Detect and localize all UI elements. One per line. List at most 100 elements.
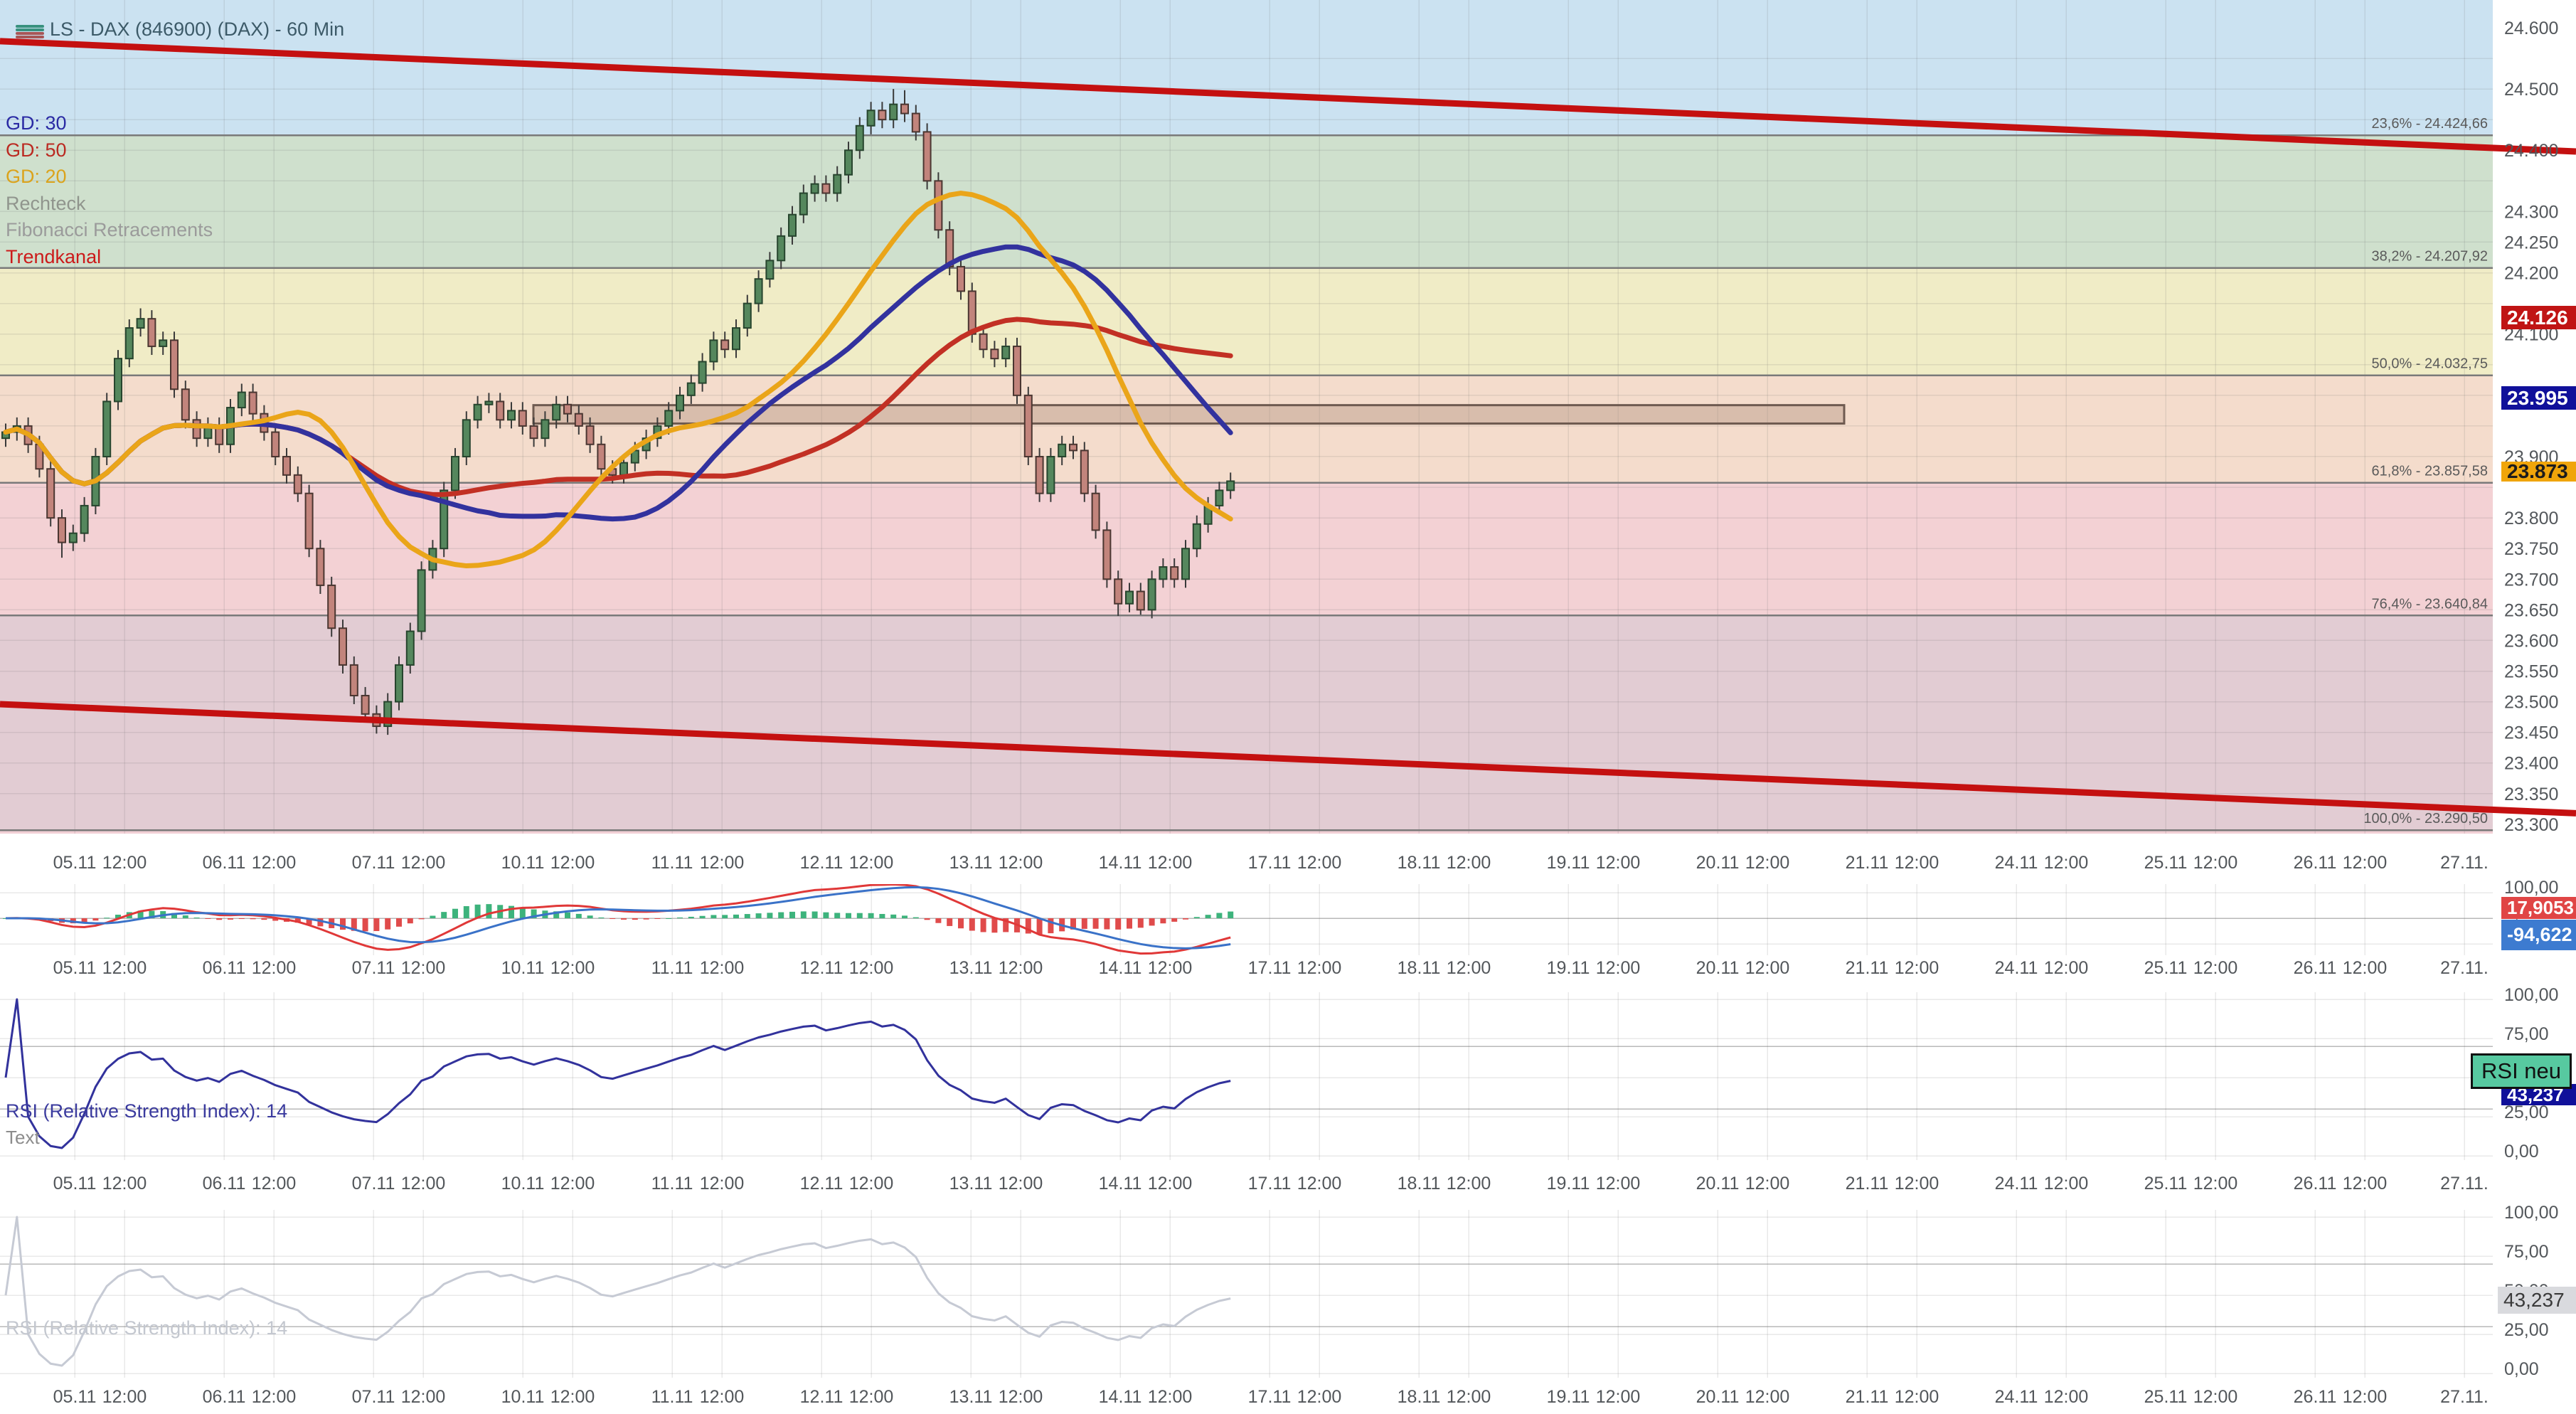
candle (788, 213, 797, 237)
macd-histogram-bar (654, 918, 661, 919)
candle (563, 403, 572, 415)
macd-histogram-bar (1160, 918, 1166, 924)
time-tick-label: 25.11 (2144, 1174, 2188, 1194)
macd-histogram-bar (902, 915, 908, 918)
macd-histogram-bar (621, 918, 627, 920)
legend-item-fibonacci[interactable]: Fibonacci Retracements (6, 219, 213, 240)
candle (1080, 450, 1089, 494)
candle (676, 394, 684, 412)
macd-histogram-bar (373, 918, 380, 932)
time-tick-label: 12:00 (1148, 958, 1193, 978)
rsi2-indicator-label[interactable]: RSI (Relative Strength Index): 14 (6, 1317, 288, 1339)
price-tick-label: 23.800 (2504, 509, 2558, 528)
rsi-indicator-label[interactable]: RSI (Relative Strength Index): 14 (6, 1100, 288, 1122)
price-badge-gd50: 24.126 (2501, 306, 2576, 329)
candle (271, 431, 280, 457)
candle (1091, 492, 1100, 531)
time-tick-label: 27.11. (2440, 958, 2489, 978)
time-tick-label: 20.11 (1696, 1174, 1740, 1194)
macd-histogram-bar (441, 912, 447, 918)
legend-item-trendkanal[interactable]: Trendkanal (6, 246, 102, 267)
candle (248, 391, 257, 415)
price-badge-gd20-value: 23.873 (2507, 462, 2568, 482)
time-tick-label: 27.11. (2440, 1174, 2489, 1194)
macd-histogram-bar (744, 914, 750, 918)
time-tick-label: 12:00 (2193, 958, 2238, 978)
time-tick-label: 12:00 (1447, 958, 1491, 978)
legend-item-gd20[interactable]: GD: 20 (6, 166, 67, 187)
candle (124, 327, 134, 360)
macd-histogram-bar (463, 906, 469, 918)
macd-histogram-bar (991, 918, 998, 933)
candle (821, 183, 831, 194)
time-tick-label: 10.11 (501, 853, 545, 873)
macd-histogram-bar (317, 918, 324, 927)
macd-histogram-bar (396, 918, 402, 927)
candle (900, 103, 909, 115)
time-tick-label: 12:00 (1596, 1174, 1641, 1194)
time-tick-label: 19.11 (1547, 853, 1590, 873)
time-tick-label: 21.11 (1846, 1387, 1889, 1407)
time-tick-label: 25.11 (2144, 1387, 2188, 1407)
macd-histogram-bar (407, 918, 413, 924)
rsi2-tick-label: 100,00 (2504, 1203, 2558, 1223)
time-tick-label: 12:00 (550, 1387, 595, 1407)
candle (979, 333, 988, 351)
macd-histogram-bar (1104, 918, 1110, 930)
candle (1046, 455, 1055, 494)
macd-histogram-bar (565, 912, 570, 918)
price-tick-label: 23.450 (2504, 723, 2558, 743)
time-tick-label: 18.11 (1398, 958, 1441, 978)
legend-item-gd30[interactable]: GD: 30 (6, 112, 67, 134)
time-tick-label: 12:00 (849, 958, 894, 978)
time-tick-label: 12:00 (2343, 1174, 2388, 1194)
legend-item-rechteck[interactable]: Rechteck (6, 193, 86, 214)
macd-histogram-bar (699, 915, 706, 918)
time-tick-label: 17.11 (1248, 853, 1292, 873)
macd-histogram-bar (3, 918, 9, 919)
macd-histogram-bar (958, 918, 964, 929)
macd-histogram-bar (846, 913, 851, 918)
candle (192, 419, 201, 440)
candle (911, 112, 920, 133)
time-tick-label: 27.11. (2440, 853, 2489, 873)
legend-item-gd50[interactable]: GD: 50 (6, 139, 67, 161)
fib-level-label: 100,0% - 23.290,50 (2363, 811, 2488, 826)
moving-averages (3, 191, 1233, 569)
time-tick-label: 12.11 (800, 1387, 843, 1407)
time-tick-label: 19.11 (1547, 1174, 1590, 1194)
candle (1147, 578, 1156, 611)
rsi-signal-flag[interactable]: RSI neu (2471, 1053, 2572, 1089)
price-tick-label: 24.600 (2504, 18, 2558, 38)
time-tick-label: 05.11 (53, 1174, 97, 1194)
time-tick-label: 12:00 (700, 958, 745, 978)
candle (136, 318, 145, 329)
macd-histogram-bar (418, 918, 425, 920)
time-tick-label: 12:00 (2343, 853, 2388, 873)
time-tick-label: 12:00 (1297, 1387, 1342, 1407)
candle (349, 664, 358, 696)
rsi-text-annotation[interactable]: Text (6, 1127, 40, 1148)
time-tick-label: 11.11 (651, 958, 693, 978)
candle (80, 504, 89, 534)
time-tick-label: 25.11 (2144, 958, 2188, 978)
candle (405, 630, 415, 666)
fib-level-label: 23,6% - 24.424,66 (2372, 116, 2488, 132)
rsi-tick-label: 25,00 (2504, 1102, 2549, 1122)
candle (58, 517, 66, 543)
fib-level-label: 61,8% - 23.857,58 (2372, 464, 2488, 479)
time-tick-label: 25.11 (2144, 853, 2188, 873)
price-tick-label: 23.650 (2504, 600, 2558, 620)
price-badge-gd30: 23.995 (2501, 386, 2576, 410)
time-tick-label: 26.11 (2294, 1387, 2337, 1407)
macd-histogram-bar (643, 918, 649, 920)
candle (1226, 480, 1235, 491)
macd-histogram-bar (924, 918, 930, 920)
time-tick-label: 12:00 (1447, 1174, 1491, 1194)
macd-line (5, 884, 1231, 955)
price-tick-label: 23.550 (2504, 662, 2558, 682)
candle (1035, 455, 1044, 494)
fib-band (0, 135, 2493, 268)
candle (440, 489, 449, 550)
